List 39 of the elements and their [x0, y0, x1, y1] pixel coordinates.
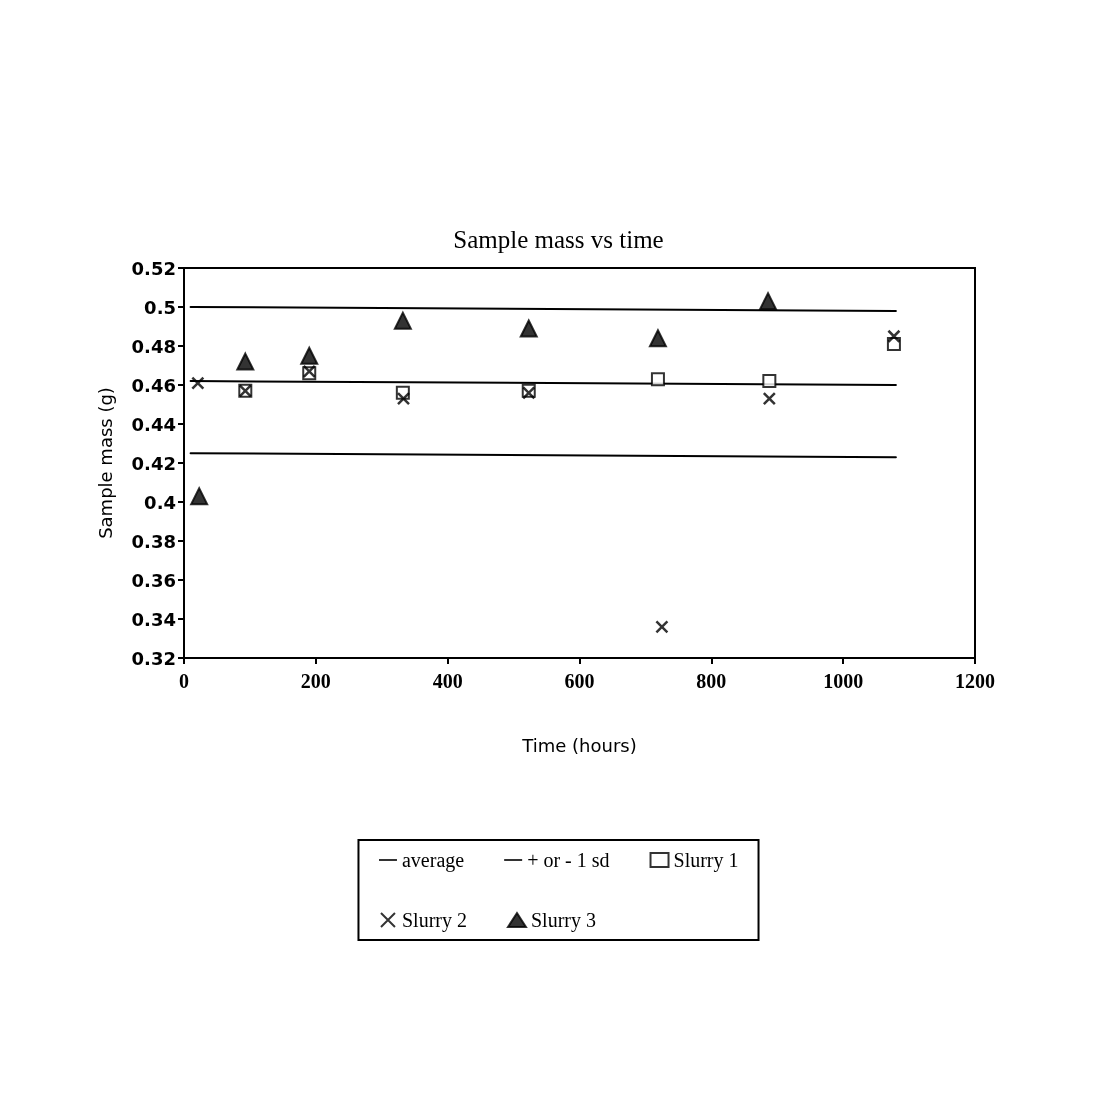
x-tick-label: 1200: [955, 670, 995, 692]
y-tick-label: 0.42: [131, 452, 176, 474]
y-tick-label: 0.44: [131, 413, 176, 435]
chart-title: Sample mass vs time: [453, 226, 664, 253]
point: [762, 374, 777, 389]
x-tick-label: 1000: [823, 670, 864, 692]
point: [300, 346, 319, 365]
y-tick-label: 0.36: [131, 569, 176, 591]
point: [759, 292, 778, 311]
point: [648, 329, 667, 348]
legend-label: Slurry 2: [401, 909, 467, 932]
y-tick-label: 0.4: [144, 491, 176, 513]
y-tick-label: 0.48: [131, 335, 176, 357]
point: [393, 311, 412, 330]
x-tick-label: 200: [300, 670, 331, 692]
legend-label: average: [401, 849, 465, 872]
point: [650, 372, 665, 387]
x-axis-title: Time (hours): [521, 734, 637, 756]
y-tick-label: 0.34: [131, 608, 176, 630]
y-tick-label: 0.32: [131, 647, 176, 669]
y-tick-label: 0.46: [131, 374, 176, 396]
legend-label: Slurry 1: [673, 849, 739, 872]
point: [762, 391, 777, 406]
x-tick-label: 400: [432, 670, 463, 692]
x-tick-label: 800: [696, 670, 727, 692]
legend-label: Slurry 3: [530, 909, 596, 932]
point: [519, 319, 538, 338]
legend-label: + or - 1 sd: [527, 849, 610, 871]
y-axis-title: Sample mass (g): [94, 387, 116, 539]
point: [396, 391, 411, 406]
point: [236, 352, 255, 371]
x-tick-label: 600: [564, 670, 595, 692]
point: [655, 620, 669, 634]
y-tick-label: 0.52: [131, 257, 176, 279]
y-tick-label: 0.5: [144, 296, 176, 318]
point: [887, 329, 901, 343]
y-tick-label: 0.38: [131, 530, 176, 552]
point: [190, 487, 209, 506]
x-tick-label: 0: [179, 670, 189, 692]
